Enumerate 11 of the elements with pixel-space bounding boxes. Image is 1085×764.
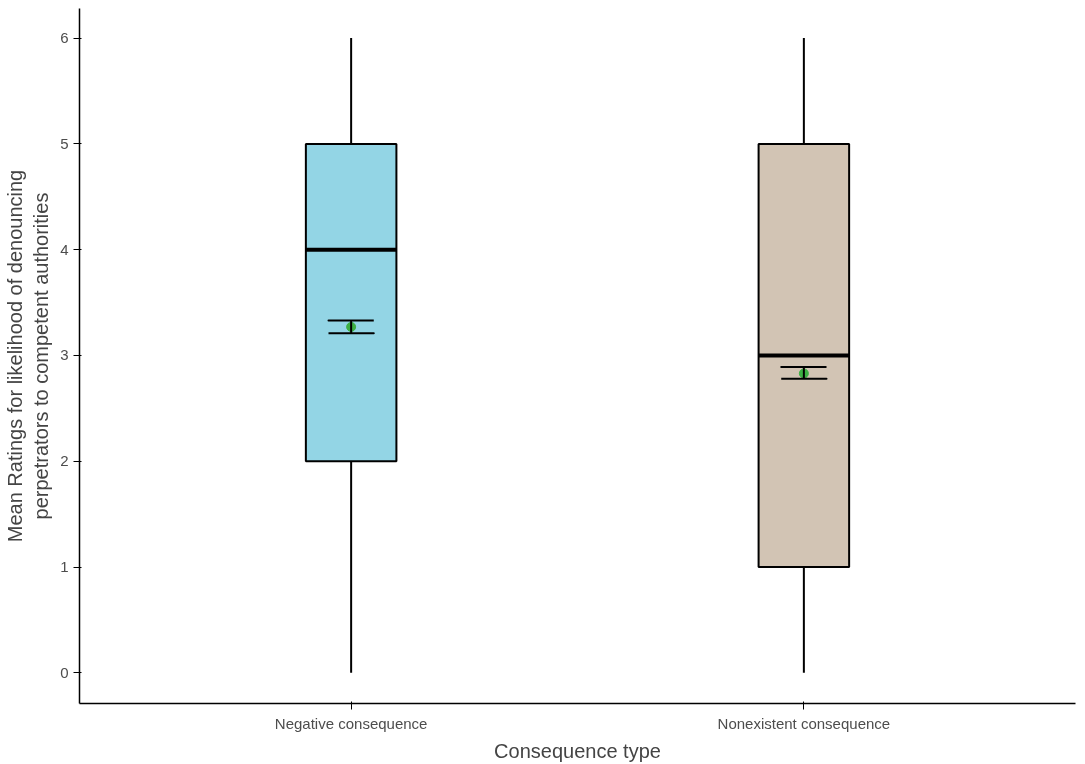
y-axis-title: Mean Ratings for likelihood of denouncing perpetrators to competent authorities [3, 169, 53, 543]
y-tick-label: 1 [60, 558, 69, 576]
y-tick-label: 2 [60, 452, 69, 470]
y-tick-label: 5 [60, 134, 69, 152]
y-tick-label: 3 [60, 346, 69, 364]
y-tick-label: 6 [60, 29, 69, 47]
x-tick-label: Nonexistent consequence [717, 714, 891, 732]
x-axis-title: Consequence type [494, 739, 661, 762]
y-tick-label: 4 [60, 240, 69, 258]
y-tick-label: 0 [60, 663, 69, 681]
x-tick-label: Negative consequence [274, 714, 428, 732]
